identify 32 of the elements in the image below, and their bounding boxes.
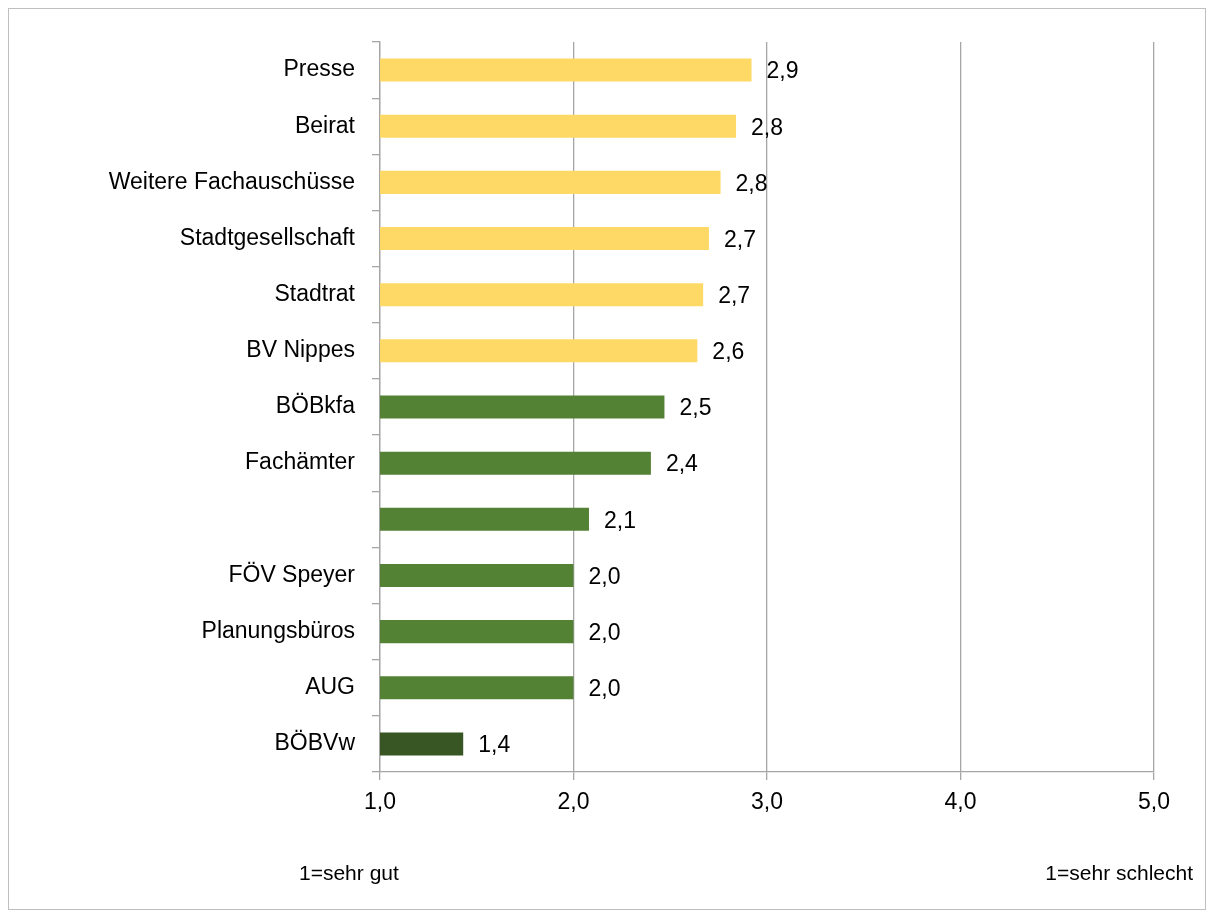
data-label: 2,0 (588, 618, 621, 645)
y-tick-label: Presse (283, 55, 355, 82)
data-label: 2,6 (712, 338, 745, 365)
x-tick-label: 3,0 (751, 788, 783, 815)
x-tick-label: 1,0 (364, 788, 396, 815)
y-tick-label: FÖV Speyer (228, 560, 356, 587)
x-tick-label: 2,0 (557, 788, 590, 815)
y-tick-label: Fachämter (245, 448, 356, 475)
x-tick-label: 4,0 (944, 788, 977, 815)
data-label: 2,5 (679, 394, 712, 421)
data-label: 2,8 (751, 113, 784, 140)
data-label: 2,0 (588, 675, 621, 702)
y-tick-label: AUG (305, 673, 355, 700)
x-tick-label: 5,0 (1138, 788, 1170, 815)
data-label: 2,7 (718, 282, 751, 309)
data-label: 1,4 (478, 731, 511, 758)
y-tick-label: Stadtrat (274, 280, 356, 307)
data-label: 2,9 (766, 57, 799, 84)
y-tick-label: Planungsbüros (201, 616, 355, 643)
y-tick-label: BÖBVw (274, 729, 356, 756)
data-label: 2,8 (735, 169, 768, 196)
data-label: 2,7 (723, 225, 756, 252)
y-tick-label: Weitere Fachauschüsse (108, 167, 355, 194)
text: 1=sehr gut (299, 861, 399, 885)
y-tick-label: BV Nippes (246, 336, 355, 363)
y-tick-label: BÖBkfa (275, 392, 356, 419)
y-tick-label: Stadtgesellschaft (179, 223, 356, 250)
data-label: 2,1 (603, 506, 636, 533)
data-label: 2,0 (588, 562, 621, 589)
data-label: 2,4 (665, 450, 699, 477)
y-tick-label: Beirat (294, 111, 356, 138)
text: 1=sehr schlecht (1045, 861, 1193, 885)
